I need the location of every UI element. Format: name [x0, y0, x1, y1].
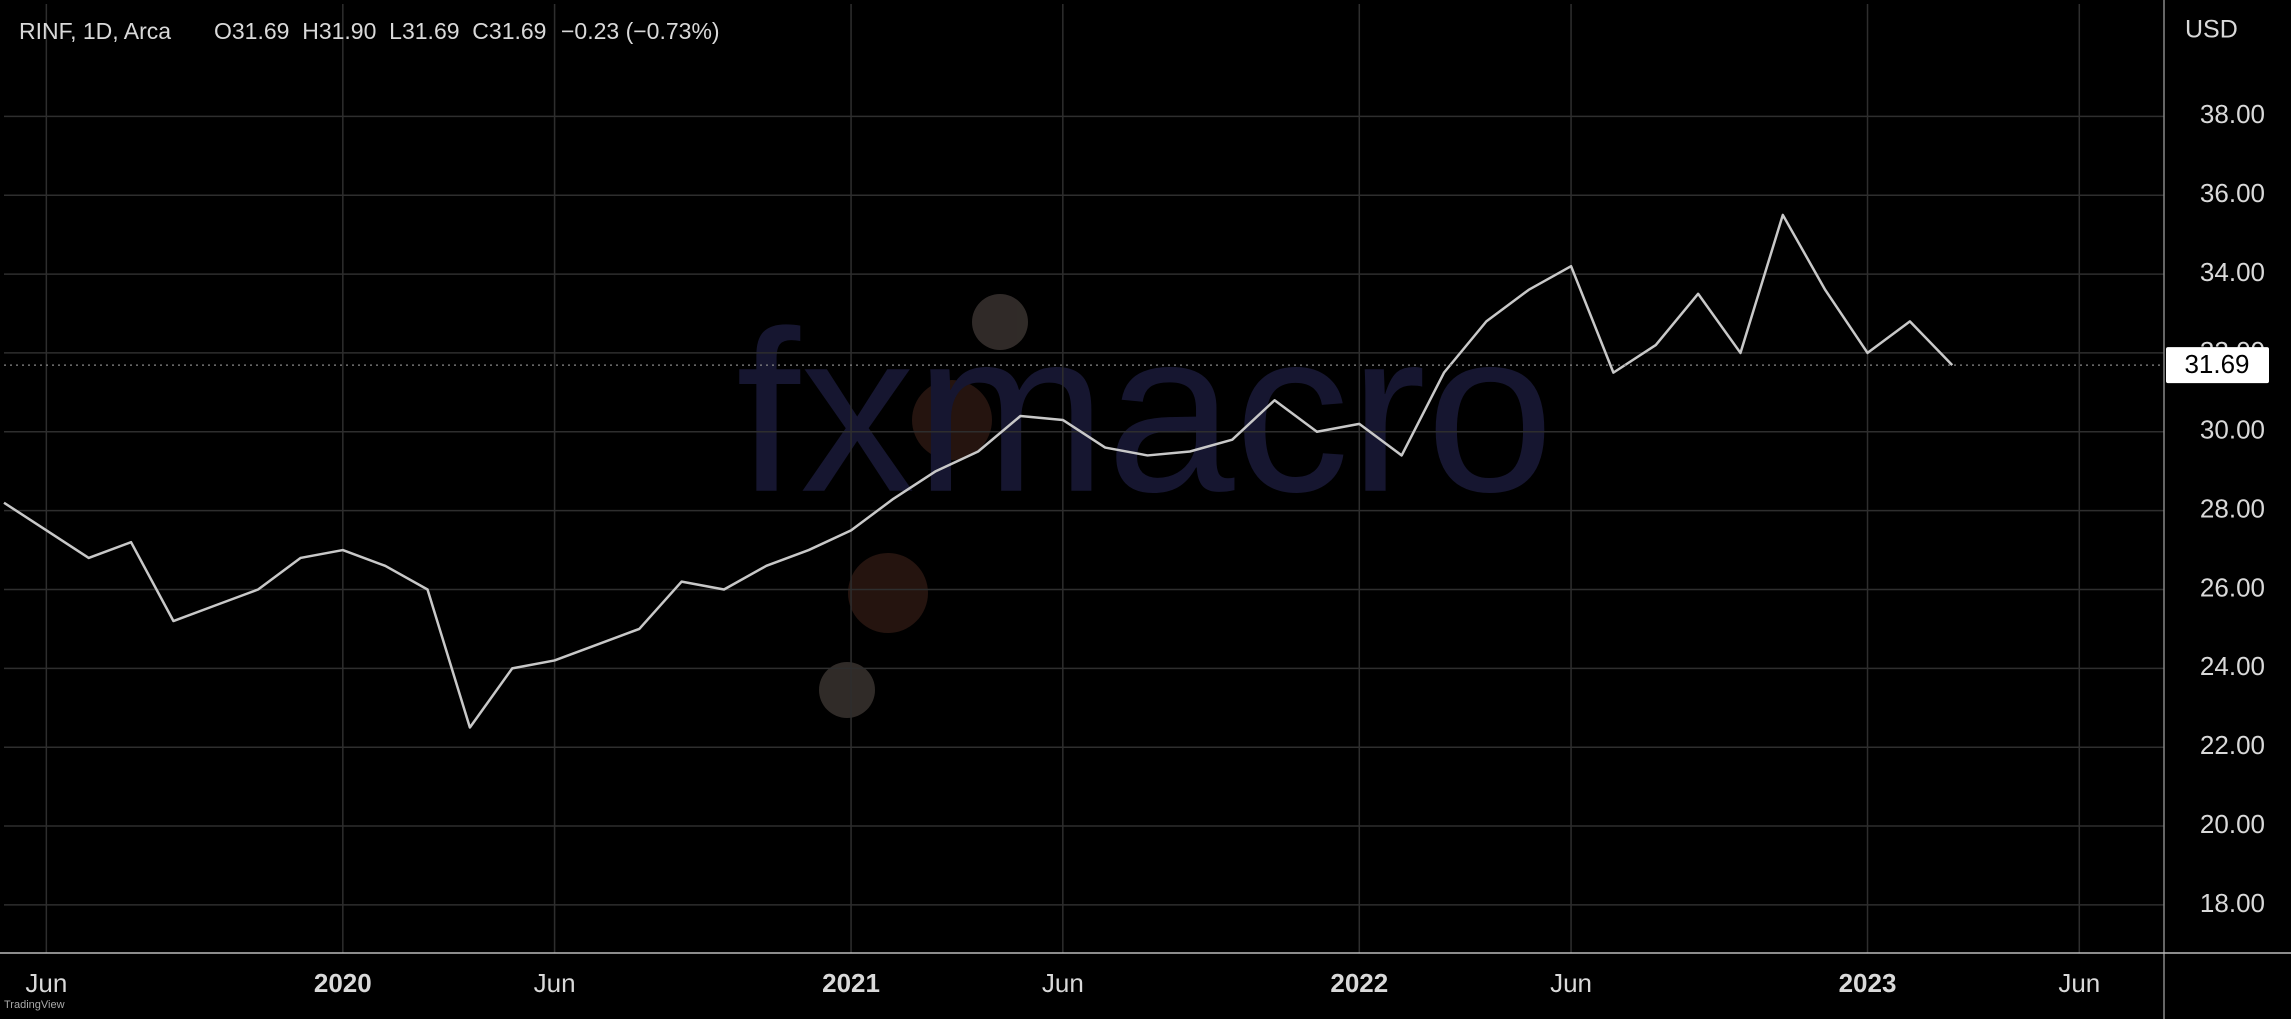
symbol-header: RINF, 1D, Arca	[19, 18, 171, 44]
x-tick-label: 2021	[822, 968, 880, 998]
brand: TradingView	[4, 999, 65, 1011]
y-tick-label: 28.00	[2200, 494, 2265, 524]
x-tick-label: 2023	[1839, 968, 1897, 998]
y-tick-label: 34.00	[2200, 257, 2265, 287]
y-tick-label: 26.00	[2200, 572, 2265, 602]
y-tick-label: 20.00	[2200, 809, 2265, 839]
last-price-label: 31.69	[2184, 349, 2249, 379]
y-tick-label: 18.00	[2200, 888, 2265, 918]
last-price-box	[2166, 347, 2269, 384]
y-tick-label: 24.00	[2200, 651, 2265, 681]
x-tick-label: Jun	[25, 968, 67, 998]
x-tick-label: Jun	[1042, 968, 1084, 998]
x-tick-label: 2020	[314, 968, 372, 998]
x-tick-label: Jun	[534, 968, 576, 998]
watermark-logo	[819, 294, 1028, 718]
change-text: −0.23 (−0.73%)	[561, 18, 720, 44]
currency-label: USD	[2185, 16, 2238, 44]
y-tick-label: 22.00	[2200, 730, 2265, 760]
x-tick-label: Jun	[1550, 968, 1592, 998]
price-line	[3, 213, 1954, 729]
x-tick-label: 2022	[1330, 968, 1388, 998]
x-tick-label: Jun	[2058, 968, 2100, 998]
y-tick-label: 36.00	[2200, 178, 2265, 208]
watermark: fxmacro	[736, 283, 1554, 540]
y-tick-label: 30.00	[2200, 415, 2265, 445]
y-tick-label: 38.00	[2200, 99, 2265, 129]
ohlc-text: O31.69 H31.90 L31.69 C31.69	[214, 18, 546, 44]
